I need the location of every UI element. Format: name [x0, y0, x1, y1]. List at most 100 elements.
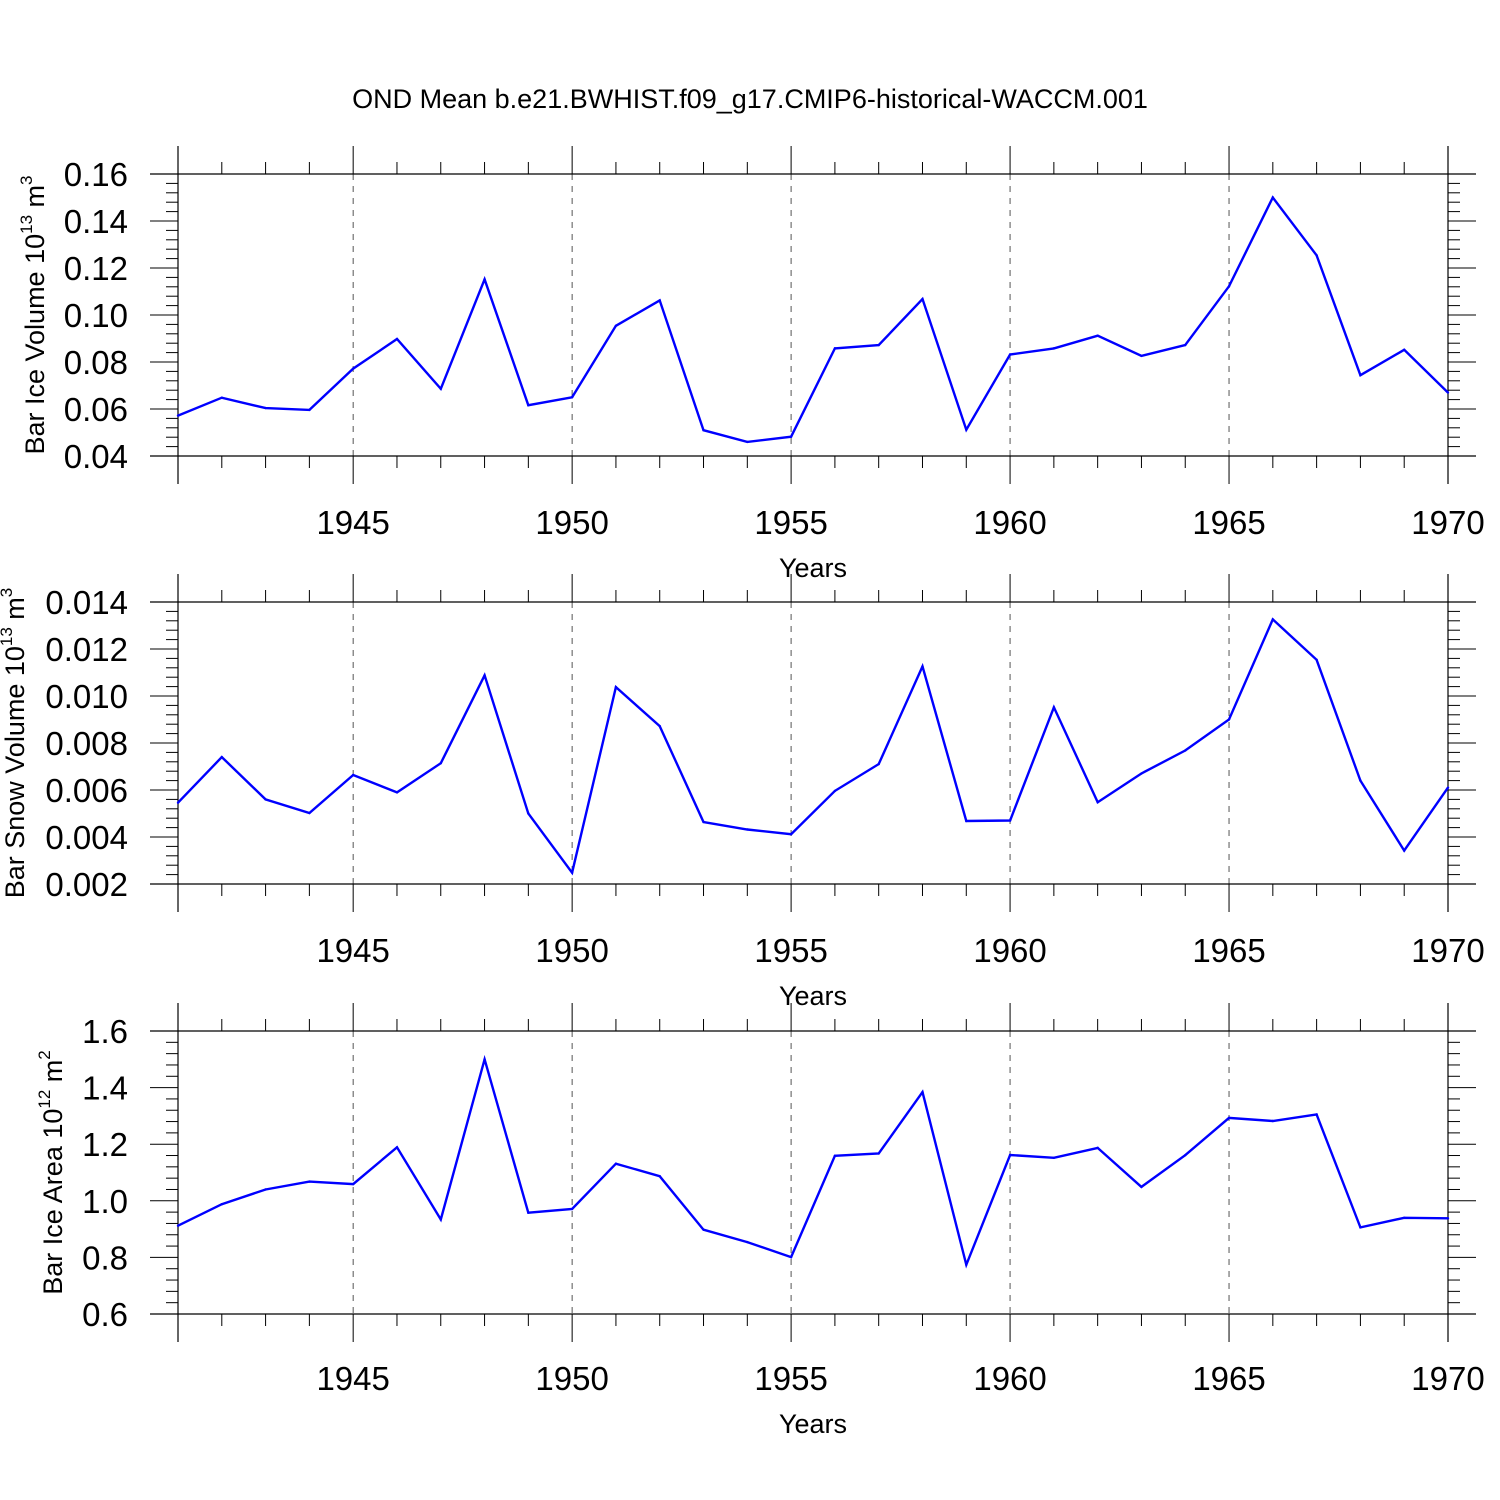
y-tick-label: 0.8: [82, 1239, 128, 1276]
x-tick-label: 1970: [1411, 932, 1484, 969]
x-tick-label: 1960: [973, 504, 1046, 541]
y-tick-label: 0.008: [45, 725, 128, 762]
data-point: [1403, 348, 1406, 351]
data-point: [1008, 819, 1012, 822]
data-point: [1096, 801, 1099, 804]
data-point: [1184, 343, 1187, 347]
data-point: [1359, 779, 1362, 782]
data-point: [658, 724, 661, 728]
data-point: [1140, 772, 1143, 775]
data-point: [570, 871, 574, 874]
data-point: [1446, 1217, 1450, 1220]
data-point: [570, 1207, 574, 1211]
x-tick-label: 1960: [973, 932, 1046, 969]
data-point: [921, 297, 924, 301]
x-tick-label: 1960: [973, 1360, 1046, 1397]
data-point: [833, 789, 837, 793]
data-point: [614, 1162, 618, 1165]
data-point: [789, 435, 793, 438]
x-tick-label: 1950: [535, 504, 608, 541]
data-point: [746, 1240, 749, 1244]
chart-panel-1: 0.04 0.06 0.08 0.10 0.12 0.14 0.16 1945 1950 1955…: [17, 146, 1485, 583]
data-point: [308, 811, 311, 815]
y-tick-label: 0.012: [45, 631, 128, 668]
data-point: [1271, 1119, 1275, 1123]
x-tick-label: 1970: [1411, 1360, 1484, 1397]
data-point: [614, 324, 618, 328]
x-tick-label: 1955: [754, 1360, 827, 1397]
x-tick-label: 1945: [316, 1360, 389, 1397]
y-tick-label: 0.06: [64, 391, 128, 428]
x-tick-label: 1965: [1192, 932, 1265, 969]
data-point: [921, 665, 924, 668]
data-point: [702, 820, 705, 824]
data-point: [746, 440, 749, 444]
y-tick-label: 0.010: [45, 678, 128, 715]
y-axis-label: Bar Ice Volume 1013 m3: [17, 175, 50, 454]
y-axis-label: Bar Snow Volume 1013 m3: [0, 588, 30, 899]
data-point: [527, 812, 530, 815]
data-point: [833, 347, 837, 350]
data-point: [483, 278, 486, 281]
x-axis-label: Years: [779, 1409, 847, 1439]
chart-panel-3: 0.6 0.8 1.0 1.2 1.4 1.6 1945 1950 1955 1960 1965 19…: [35, 1003, 1485, 1439]
data-point: [264, 1188, 267, 1191]
data-point: [965, 428, 968, 431]
x-tick-label: 1945: [316, 504, 389, 541]
data-point: [702, 428, 705, 432]
data-point: [1140, 1185, 1143, 1189]
data-point: [527, 404, 530, 407]
y-tick-label: 0.002: [45, 866, 128, 903]
data-point: [1052, 706, 1056, 709]
data-point: [877, 762, 880, 766]
data-point: [264, 406, 267, 410]
data-point: [789, 832, 793, 836]
data-point: [1096, 334, 1099, 337]
data-point: [220, 396, 223, 399]
data-point: [1008, 353, 1012, 356]
data-point: [439, 762, 442, 765]
y-tick-label: 1.0: [82, 1183, 128, 1220]
x-tick-label: 1955: [754, 504, 827, 541]
data-point: [220, 755, 223, 759]
data-point: [1446, 786, 1450, 789]
data-point: [965, 819, 968, 823]
series-line: [177, 195, 1449, 444]
data-point: [1096, 1146, 1099, 1150]
data-point: [1227, 1116, 1231, 1120]
data-point: [658, 299, 661, 302]
data-point: [176, 414, 180, 417]
data-point: [176, 1224, 180, 1227]
data-point: [1140, 354, 1143, 358]
y-axis-label: Bar Ice Area 1012 m2: [35, 1050, 68, 1295]
data-point: [483, 1058, 486, 1061]
y-tick-label: 0.08: [64, 344, 128, 381]
data-point: [395, 1146, 399, 1149]
x-tick-label: 1945: [316, 932, 389, 969]
y-tick-label: 1.2: [82, 1126, 128, 1163]
data-point: [833, 1154, 837, 1158]
y-tick-label: 0.6: [82, 1296, 128, 1333]
series-line: [177, 1054, 1449, 1269]
data-point: [1052, 347, 1056, 350]
data-point: [351, 367, 355, 370]
data-point: [1315, 1113, 1318, 1116]
y-tick-label: 0.16: [64, 156, 128, 193]
data-point: [1271, 196, 1275, 199]
y-tick-label: 0.14: [64, 203, 128, 240]
data-point: [570, 396, 574, 399]
data-point: [308, 1180, 311, 1183]
y-tick-label: 1.4: [82, 1070, 128, 1107]
data-point: [658, 1174, 661, 1178]
x-tick-label: 1965: [1192, 504, 1265, 541]
x-tick-label: 1965: [1192, 1360, 1265, 1397]
x-tick-label: 1970: [1411, 504, 1484, 541]
data-point: [877, 343, 880, 347]
data-point: [1227, 285, 1231, 288]
data-point: [1008, 1153, 1012, 1157]
y-tick-label: 0.12: [64, 250, 128, 287]
x-tick-label: 1950: [535, 932, 608, 969]
data-point: [1403, 849, 1406, 852]
data-point: [1359, 1226, 1362, 1229]
